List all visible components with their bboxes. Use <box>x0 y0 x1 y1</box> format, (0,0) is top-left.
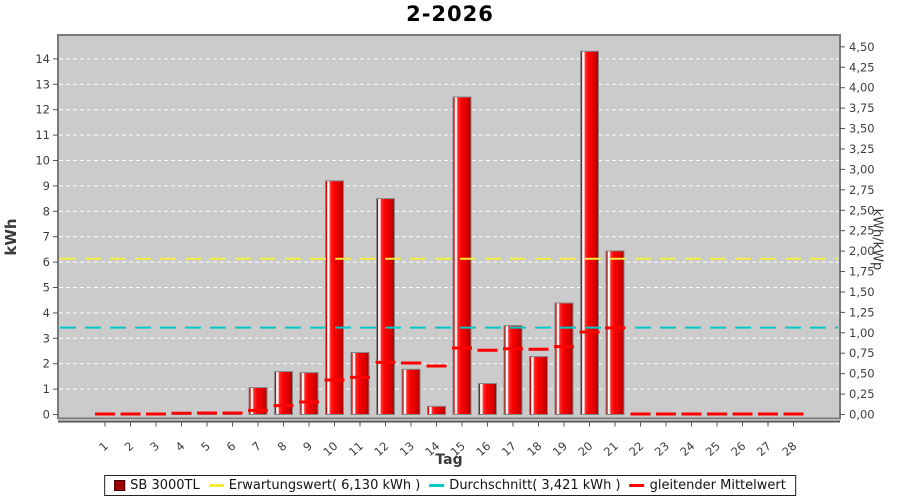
bar-day-14[interactable] <box>427 405 446 416</box>
left-tick-label: 5 <box>43 281 50 295</box>
left-tick-label: 3 <box>43 331 50 345</box>
left-tick-label: 7 <box>43 230 50 244</box>
legend-line-swatch <box>629 484 645 487</box>
right-tick-label: 0,25 <box>849 387 875 401</box>
right-tick-label: 2,50 <box>849 203 875 217</box>
left-tick-label: 8 <box>43 204 50 218</box>
legend-item-label: gleitender Mittelwert <box>649 478 786 493</box>
bar-day-18[interactable] <box>529 356 548 416</box>
plot-canvas: 012345678910111213140,000,250,500,751,00… <box>35 34 875 459</box>
left-tick-label: 14 <box>35 52 50 66</box>
legend-item-0: SB 3000TL <box>114 478 200 493</box>
bar-day-21[interactable] <box>605 250 625 415</box>
legend-series-swatch <box>114 480 126 491</box>
right-tick-label: 4,50 <box>849 40 875 54</box>
right-tick-label: 3,75 <box>849 101 875 115</box>
right-tick-label: 2,75 <box>849 183 875 197</box>
left-tick-label: 10 <box>35 154 50 168</box>
legend-item-label: Durchschnitt( 3,421 kWh ) <box>449 478 621 493</box>
right-tick-label: 4,00 <box>849 81 875 95</box>
x-axis-title: Tag <box>435 452 463 468</box>
right-tick-label: 0,50 <box>849 367 875 381</box>
bar-day-19[interactable] <box>554 302 574 415</box>
chart-title: 2-2026 <box>406 2 494 26</box>
legend-line-swatch <box>208 484 224 487</box>
right-tick-label: 0,00 <box>849 408 875 422</box>
bar-day-7[interactable] <box>248 387 268 415</box>
bar-day-20[interactable] <box>580 50 599 415</box>
legend-item-2: Durchschnitt( 3,421 kWh ) <box>429 478 621 493</box>
plot-area <box>57 34 841 420</box>
bar-day-12[interactable] <box>376 198 395 415</box>
left-tick-label: 13 <box>35 77 50 91</box>
right-tick-label: 1,00 <box>849 326 875 340</box>
bar-day-11[interactable] <box>350 352 370 415</box>
right-tick-label: 3,00 <box>849 162 875 176</box>
right-tick-label: 3,25 <box>849 142 875 156</box>
legend: SB 3000TL Erwartungswert( 6,130 kWh ) Durc… <box>104 475 796 496</box>
right-tick-label: 1,25 <box>849 305 875 319</box>
left-tick-label: 6 <box>43 255 50 269</box>
right-tick-label: 1,75 <box>849 265 875 279</box>
right-tick-label: 2,25 <box>849 224 875 238</box>
left-tick-label: 9 <box>43 179 50 193</box>
left-tick-label: 4 <box>43 306 50 320</box>
legend-line-swatch <box>429 484 445 487</box>
right-tick-label: 0,75 <box>849 346 875 360</box>
left-tick-label: 12 <box>35 103 50 117</box>
bar-day-10[interactable] <box>325 180 344 415</box>
left-tick-label: 11 <box>35 128 50 142</box>
left-tick-label: 1 <box>43 382 50 396</box>
left-tick-label: 2 <box>43 357 50 371</box>
right-axis-title: kWh/kWp <box>869 208 885 271</box>
bar-day-8[interactable] <box>274 371 293 416</box>
right-tick-label: 3,50 <box>849 122 875 136</box>
left-axis-title: kWh <box>2 218 20 256</box>
right-tick-label: 4,25 <box>849 60 875 74</box>
legend-item-3: gleitender Mittelwert <box>629 478 786 493</box>
legend-item-label: Erwartungswert( 6,130 kWh ) <box>228 478 421 493</box>
bar-day-13[interactable] <box>401 368 421 415</box>
legend-item-label: SB 3000TL <box>130 478 200 493</box>
right-tick-label: 1,50 <box>849 285 875 299</box>
bar-day-17[interactable] <box>503 325 523 416</box>
bar-day-15[interactable] <box>452 96 472 415</box>
right-tick-label: 2,00 <box>849 244 875 258</box>
legend-item-1: Erwartungswert( 6,130 kWh ) <box>208 478 421 493</box>
bar-day-9[interactable] <box>299 372 319 415</box>
left-tick-label: 0 <box>43 408 50 422</box>
bar-day-16[interactable] <box>478 383 497 415</box>
